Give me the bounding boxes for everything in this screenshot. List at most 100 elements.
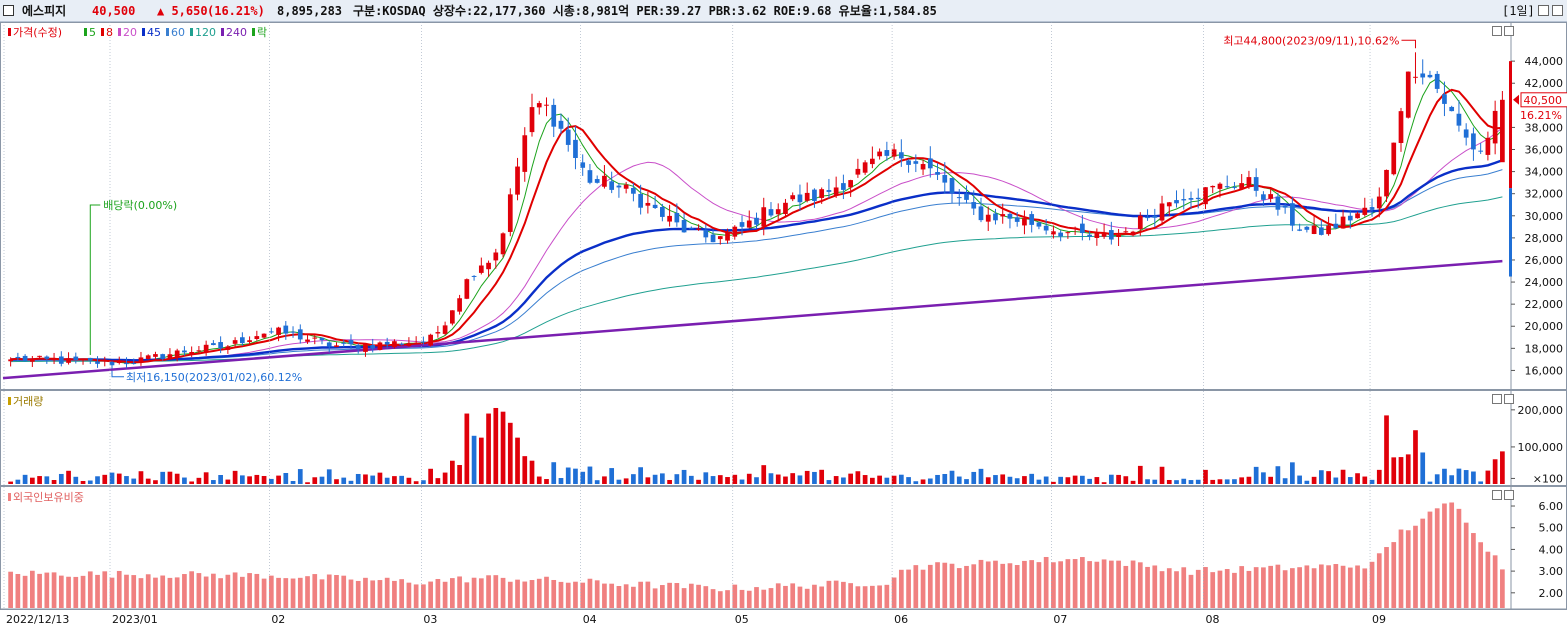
foreign-bar	[710, 589, 716, 608]
close-icon[interactable]	[1552, 5, 1563, 16]
candle-body	[174, 350, 180, 357]
legend-swatch	[118, 28, 121, 36]
volume-bar	[355, 473, 361, 484]
minimize-icon[interactable]	[1538, 5, 1549, 16]
volume-bar	[124, 476, 129, 484]
foreign-bar	[305, 576, 310, 608]
price-tick-label: 20,000	[1525, 320, 1564, 333]
volume-bar	[348, 480, 354, 484]
foreign-bar	[587, 578, 593, 608]
foreign-bar	[877, 585, 882, 608]
candle-body	[182, 350, 187, 353]
foreign-bar	[1188, 574, 1194, 608]
foreign-bar	[1261, 567, 1266, 608]
candle-body	[428, 334, 433, 346]
foreign-bar	[1239, 566, 1245, 608]
foreign-bar	[688, 583, 694, 608]
period-selector[interactable]: [1일]	[1502, 4, 1535, 18]
candle-body	[660, 206, 665, 217]
x-tick-label: 03	[423, 613, 437, 626]
volume-bar	[1369, 479, 1375, 484]
volume-bar	[1340, 469, 1346, 484]
volume-bar	[297, 469, 303, 484]
volume-bar	[1159, 466, 1165, 484]
candle-body	[268, 331, 274, 333]
volume-bar	[898, 474, 904, 484]
volume-bar	[211, 480, 216, 484]
volume-bar	[326, 469, 332, 484]
foreign-bar	[1282, 570, 1288, 608]
price-tick-label: 16,000	[1525, 364, 1564, 377]
candle-body	[95, 361, 100, 364]
candle-body	[1347, 215, 1353, 221]
volume-bar	[80, 480, 86, 484]
volume-bar	[1087, 478, 1092, 484]
foreign-bar	[1022, 560, 1027, 608]
volume-bar	[1203, 469, 1208, 484]
foreign-bar	[1036, 562, 1042, 608]
candle-body	[15, 356, 21, 359]
volume-bar	[87, 480, 93, 484]
volume-bar	[587, 466, 593, 484]
price-tick-label: 44,000	[1525, 55, 1564, 68]
volume-bar	[174, 473, 180, 484]
candle-body	[942, 175, 948, 183]
volume-bar	[1043, 476, 1049, 484]
foreign-bar	[746, 590, 752, 608]
volume-tick-label: ×100	[1533, 472, 1563, 485]
volume-bar	[993, 475, 998, 484]
price-tick-label: 30,000	[1525, 210, 1564, 223]
foreign-bar	[1051, 562, 1056, 608]
candle-body	[551, 104, 557, 127]
foreign-bar	[66, 576, 71, 608]
volume-bar	[877, 475, 882, 484]
volume-bar	[1036, 479, 1042, 484]
foreign-bar	[1101, 559, 1107, 608]
foreign-bar	[1130, 560, 1136, 608]
foreign-bar	[1029, 560, 1035, 608]
volume-bar	[1355, 473, 1360, 484]
foreign-bar	[1340, 565, 1346, 608]
foreign-bar	[1174, 571, 1179, 608]
foreign-bar	[29, 570, 35, 608]
foreign-bar	[1347, 567, 1353, 608]
candle-body	[1152, 215, 1158, 218]
select-checkbox[interactable]	[3, 5, 14, 16]
volume-bar	[558, 478, 564, 484]
candle-body	[616, 185, 622, 188]
volume-bar	[116, 473, 122, 484]
volume-bar	[1065, 477, 1071, 484]
x-tick-label: 2022/12/13	[6, 613, 69, 626]
candle-body	[870, 158, 875, 165]
candle-body	[1029, 214, 1035, 225]
volume-bar	[239, 475, 245, 484]
candle-body	[515, 166, 520, 195]
candle-body	[565, 129, 571, 145]
candle-body	[1130, 231, 1136, 236]
foreign-bar	[565, 582, 571, 608]
candle-body	[544, 104, 549, 106]
candle-body	[1065, 232, 1071, 234]
candle-body	[529, 107, 535, 133]
volume-bar	[616, 479, 622, 484]
candle-body	[1217, 183, 1223, 189]
candle-body	[124, 362, 129, 365]
foreign-bar	[1391, 542, 1397, 608]
volume-bar	[1000, 474, 1006, 484]
candle-body	[1000, 214, 1006, 217]
volume-bar	[102, 474, 108, 484]
panel-minimize-icon	[1492, 490, 1502, 500]
dividend-marker-line	[89, 204, 101, 355]
stock-header: 에스피지 40,500 ▲ 5,650 (16.21%) 8,895,283 구…	[0, 0, 1567, 22]
volume-bar	[1268, 476, 1274, 484]
volume-bar	[1152, 479, 1158, 484]
volume-bar	[450, 460, 455, 484]
candle-body	[1072, 227, 1078, 229]
foreign-bar	[681, 588, 687, 608]
candle-body	[580, 162, 586, 168]
foreign-bar	[1492, 555, 1498, 608]
candle-body	[1318, 227, 1324, 235]
volume-bar	[674, 474, 680, 484]
foreign-bar	[268, 575, 274, 608]
candle-body	[1434, 73, 1440, 89]
